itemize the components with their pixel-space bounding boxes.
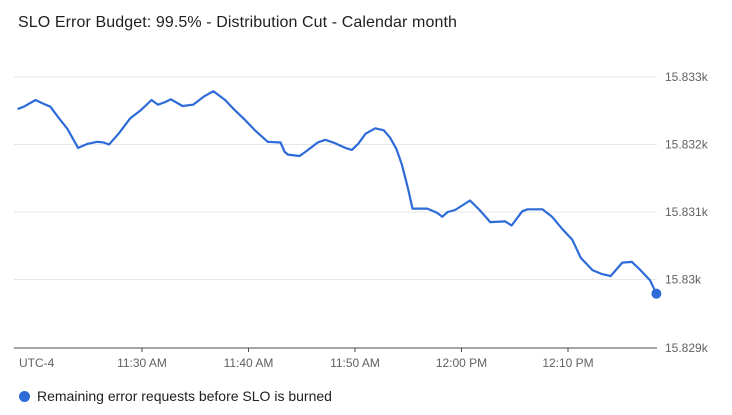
- y-axis-tick-label: 15.831k: [665, 205, 709, 219]
- chart-title: SLO Error Budget: 99.5% - Distribution C…: [18, 14, 457, 31]
- x-axis-tick-label: 11:40 AM: [224, 356, 274, 370]
- utc-offset-label: UTC-4: [19, 356, 55, 370]
- line-chart-plot-area[interactable]: 15.833k 15.832k 15.831k 15.83k 15.829k 11:30 …: [0, 0, 732, 380]
- legend-item[interactable]: Remaining error requests before SLO is b…: [19, 386, 332, 406]
- y-axis-tick-label: 15.833k: [665, 70, 709, 84]
- x-axis-tick-label: 12:10 PM: [542, 356, 593, 370]
- legend-label: Remaining error requests before SLO is b…: [37, 388, 332, 404]
- x-axis-tick-label: 11:30 AM: [117, 356, 167, 370]
- x-axis-tick-label: 12:00 PM: [436, 356, 487, 370]
- y-axis-tick-label: 15.829k: [665, 341, 709, 355]
- y-axis-tick-label: 15.832k: [665, 138, 709, 152]
- series-marker-icon: [19, 390, 30, 402]
- x-axis-tick-label: 11:50 AM: [330, 356, 380, 370]
- series-line[interactable]: [17, 90, 658, 295]
- y-axis-tick-label: 15.83k: [665, 273, 702, 287]
- latest-point-marker[interactable]: [651, 288, 662, 299]
